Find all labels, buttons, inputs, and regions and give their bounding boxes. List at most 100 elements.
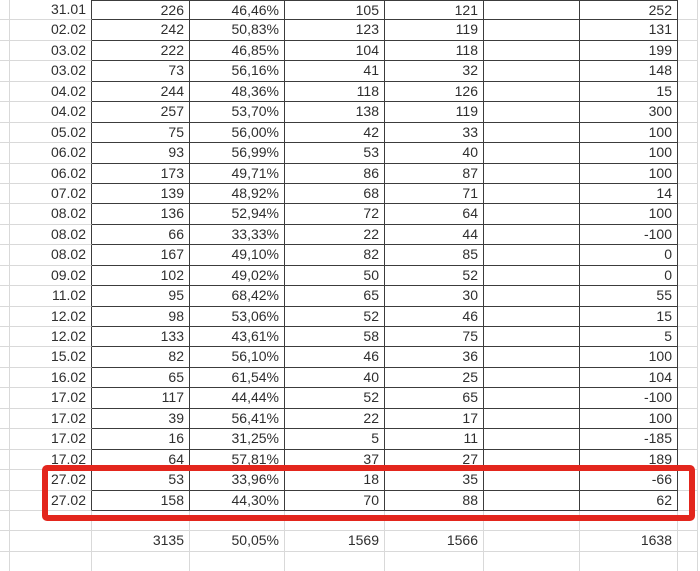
value-cell[interactable]: 71 [385,183,484,205]
value-cell[interactable]: 44,30% [190,490,285,511]
value-cell[interactable]: 95 [92,286,190,307]
date-cell[interactable]: 27.02 [10,470,92,491]
value-cell[interactable]: 18 [285,470,385,491]
value-cell[interactable]: 242 [92,20,190,41]
date-cell[interactable]: 17.02 [10,449,92,471]
value-cell[interactable] [92,551,190,571]
value-cell[interactable]: 226 [92,0,190,21]
date-cell[interactable]: 04.02 [10,102,92,123]
value-cell[interactable]: 257 [92,102,190,123]
value-cell[interactable]: 15 [580,81,678,103]
value-cell[interactable] [484,347,580,368]
date-cell[interactable]: 06.02 [10,163,92,184]
value-cell[interactable] [484,143,580,164]
date-cell[interactable]: 08.02 [10,245,92,266]
value-cell[interactable]: 102 [92,265,190,287]
value-cell[interactable]: 27 [385,449,484,471]
value-cell[interactable]: 100 [580,408,678,430]
value-cell[interactable]: 39 [92,408,190,430]
value-cell[interactable]: 53 [285,143,385,164]
value-cell[interactable]: 104 [580,367,678,389]
value-cell[interactable]: 50,05% [190,531,285,552]
value-cell[interactable]: 133 [92,327,190,348]
value-cell[interactable] [190,551,285,571]
value-cell[interactable] [484,429,580,450]
value-cell[interactable]: 17 [385,408,484,430]
value-cell[interactable]: 33,33% [190,224,285,246]
value-cell[interactable]: 65 [92,367,190,389]
value-cell[interactable]: 119 [385,20,484,41]
value-cell[interactable]: 148 [580,61,678,82]
date-cell[interactable]: 31.01 [10,0,92,21]
value-cell[interactable]: 55 [580,286,678,307]
date-cell[interactable]: 17.02 [10,388,92,409]
value-cell[interactable] [484,245,580,266]
value-cell[interactable]: 44 [385,224,484,246]
value-cell[interactable]: 56,16% [190,61,285,82]
date-cell[interactable]: 17.02 [10,429,92,450]
value-cell[interactable]: 100 [580,163,678,184]
value-cell[interactable]: 222 [92,40,190,62]
value-cell[interactable]: 1569 [285,531,385,552]
value-cell[interactable]: 57,81% [190,449,285,471]
value-cell[interactable]: 52 [285,388,385,409]
date-cell[interactable]: 03.02 [10,61,92,82]
date-cell[interactable]: 12.02 [10,306,92,327]
date-cell[interactable] [10,551,92,571]
value-cell[interactable]: 53 [92,470,190,491]
value-cell[interactable]: 68,42% [190,286,285,307]
value-cell[interactable]: -66 [580,470,678,491]
value-cell[interactable]: 75 [92,122,190,144]
value-cell[interactable]: 56,10% [190,347,285,368]
value-cell[interactable]: 56,99% [190,143,285,164]
value-cell[interactable]: 64 [385,204,484,225]
value-cell[interactable] [484,449,580,471]
value-cell[interactable]: 123 [285,20,385,41]
value-cell[interactable]: 173 [92,163,190,184]
value-cell[interactable]: 52 [385,265,484,287]
value-cell[interactable]: 73 [92,61,190,82]
value-cell[interactable]: 43,61% [190,327,285,348]
value-cell[interactable]: 87 [385,163,484,184]
value-cell[interactable]: 65 [285,286,385,307]
value-cell[interactable] [484,81,580,103]
value-cell[interactable]: 139 [92,183,190,205]
value-cell[interactable]: 42 [285,122,385,144]
value-cell[interactable] [285,510,385,532]
value-cell[interactable]: 49,71% [190,163,285,184]
value-cell[interactable]: 117 [92,388,190,409]
value-cell[interactable]: 25 [385,367,484,389]
value-cell[interactable]: 138 [285,102,385,123]
date-cell[interactable]: 03.02 [10,40,92,62]
value-cell[interactable]: 66 [92,224,190,246]
value-cell[interactable] [580,551,678,571]
value-cell[interactable]: 119 [385,102,484,123]
value-cell[interactable]: -100 [580,224,678,246]
value-cell[interactable]: 3135 [92,531,190,552]
value-cell[interactable]: 49,10% [190,245,285,266]
value-cell[interactable]: 158 [92,490,190,511]
date-cell[interactable]: 15.02 [10,347,92,368]
value-cell[interactable]: 244 [92,81,190,103]
value-cell[interactable]: 300 [580,102,678,123]
value-cell[interactable]: 65 [385,388,484,409]
value-cell[interactable]: 72 [285,204,385,225]
value-cell[interactable]: 44,44% [190,388,285,409]
value-cell[interactable]: 118 [285,81,385,103]
date-cell[interactable]: 11.02 [10,286,92,307]
value-cell[interactable] [92,510,190,532]
value-cell[interactable]: 58 [285,327,385,348]
value-cell[interactable] [484,183,580,205]
date-cell[interactable]: 04.02 [10,81,92,103]
value-cell[interactable]: 46 [285,347,385,368]
date-cell[interactable]: 16.02 [10,367,92,389]
value-cell[interactable]: 56,41% [190,408,285,430]
value-cell[interactable]: 75 [385,327,484,348]
value-cell[interactable]: 40 [385,143,484,164]
value-cell[interactable]: 56,00% [190,122,285,144]
value-cell[interactable] [484,388,580,409]
value-cell[interactable] [484,224,580,246]
value-cell[interactable] [484,510,580,532]
value-cell[interactable]: 30 [385,286,484,307]
value-cell[interactable] [484,531,580,552]
